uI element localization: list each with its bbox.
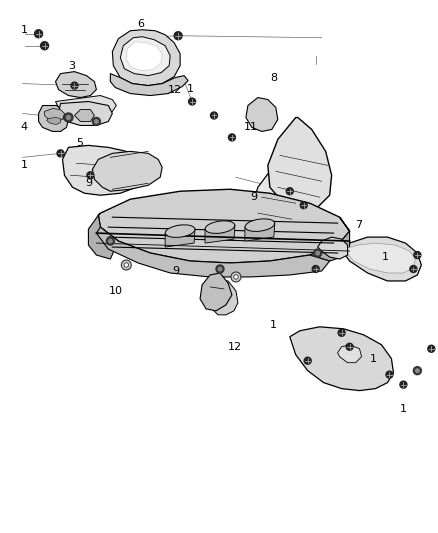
Circle shape <box>231 272 241 282</box>
Polygon shape <box>120 37 170 76</box>
Circle shape <box>286 188 293 195</box>
Polygon shape <box>74 109 95 122</box>
Polygon shape <box>165 229 195 247</box>
Text: 10: 10 <box>108 286 122 296</box>
Text: 6: 6 <box>137 19 144 29</box>
Polygon shape <box>290 327 393 391</box>
Circle shape <box>414 252 421 259</box>
Polygon shape <box>126 42 162 71</box>
Polygon shape <box>110 74 188 95</box>
Polygon shape <box>99 189 350 263</box>
Circle shape <box>410 265 417 272</box>
Text: 1: 1 <box>187 84 194 94</box>
Text: 1: 1 <box>399 403 406 414</box>
Circle shape <box>35 30 42 38</box>
Text: 11: 11 <box>244 123 258 132</box>
Polygon shape <box>268 117 332 209</box>
Circle shape <box>338 329 345 336</box>
Circle shape <box>386 371 393 378</box>
Text: 9: 9 <box>85 178 92 188</box>
Polygon shape <box>46 117 60 124</box>
Polygon shape <box>56 71 96 98</box>
Polygon shape <box>318 237 348 259</box>
Circle shape <box>229 134 236 141</box>
Text: 7: 7 <box>356 220 363 230</box>
Polygon shape <box>112 30 180 86</box>
Polygon shape <box>252 171 300 233</box>
Ellipse shape <box>165 225 195 237</box>
Text: 8: 8 <box>270 72 277 83</box>
Circle shape <box>211 112 218 119</box>
Circle shape <box>109 239 112 243</box>
Polygon shape <box>92 151 162 191</box>
Text: 4: 4 <box>21 123 28 132</box>
Text: 1: 1 <box>21 160 28 171</box>
Polygon shape <box>245 223 275 241</box>
Polygon shape <box>200 273 232 311</box>
Text: 1: 1 <box>381 252 389 262</box>
Circle shape <box>57 150 64 157</box>
Polygon shape <box>96 227 330 277</box>
Circle shape <box>174 32 182 40</box>
Circle shape <box>416 369 419 373</box>
Polygon shape <box>63 146 144 195</box>
Polygon shape <box>88 213 118 259</box>
Circle shape <box>71 82 78 89</box>
Polygon shape <box>205 225 235 243</box>
Polygon shape <box>343 243 415 273</box>
Circle shape <box>400 381 407 388</box>
Text: 5: 5 <box>77 139 84 148</box>
Polygon shape <box>339 237 421 281</box>
Circle shape <box>216 265 224 273</box>
Circle shape <box>413 367 421 375</box>
Circle shape <box>346 343 353 350</box>
Ellipse shape <box>205 221 235 233</box>
Circle shape <box>234 274 238 279</box>
Circle shape <box>316 251 319 255</box>
Text: 1: 1 <box>370 354 377 364</box>
Circle shape <box>300 201 307 209</box>
Polygon shape <box>338 345 361 362</box>
Circle shape <box>92 117 100 125</box>
Circle shape <box>304 357 311 364</box>
Circle shape <box>189 98 196 105</box>
Text: 9: 9 <box>172 266 179 276</box>
Polygon shape <box>59 101 112 125</box>
Polygon shape <box>56 95 117 116</box>
Ellipse shape <box>245 219 275 231</box>
Polygon shape <box>39 106 68 132</box>
Text: 3: 3 <box>68 61 75 71</box>
Circle shape <box>41 42 49 50</box>
Polygon shape <box>246 98 278 132</box>
Circle shape <box>106 237 114 245</box>
Circle shape <box>314 249 321 257</box>
Text: 9: 9 <box>250 192 257 202</box>
Text: 1: 1 <box>21 25 28 35</box>
Circle shape <box>67 116 71 119</box>
Text: 12: 12 <box>168 85 182 94</box>
Polygon shape <box>310 217 350 261</box>
Text: 12: 12 <box>228 342 242 352</box>
Circle shape <box>312 265 319 272</box>
Circle shape <box>87 172 94 179</box>
Polygon shape <box>45 109 64 122</box>
Polygon shape <box>210 281 238 315</box>
Text: 1: 1 <box>270 320 277 330</box>
Circle shape <box>124 263 128 267</box>
Circle shape <box>64 113 73 122</box>
Circle shape <box>95 120 98 123</box>
Circle shape <box>218 267 222 271</box>
Circle shape <box>121 260 131 270</box>
Circle shape <box>428 345 435 352</box>
